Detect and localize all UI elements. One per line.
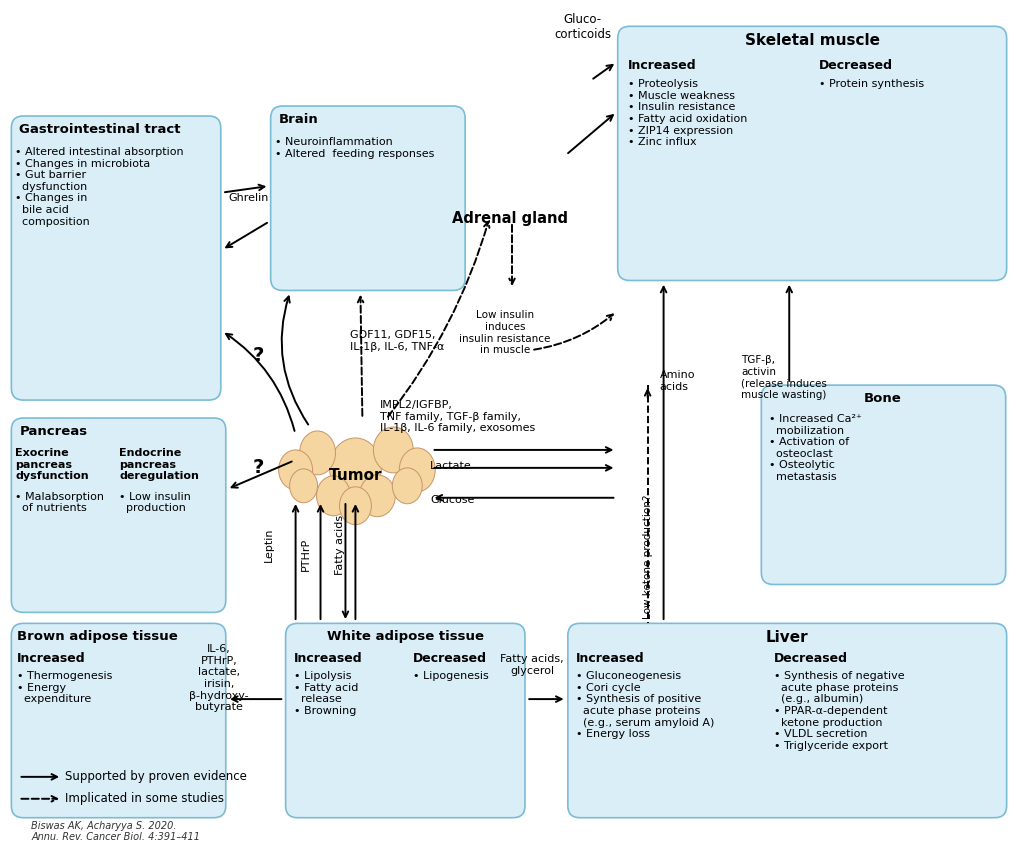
Text: • Synthesis of negative
  acute phase proteins
  (e.g., albumin)
• PPAR-α-depend: • Synthesis of negative acute phase prot… [774, 671, 905, 751]
Ellipse shape [316, 475, 350, 515]
Text: Increased: Increased [294, 653, 362, 665]
Text: Fatty acids: Fatty acids [336, 515, 345, 575]
FancyBboxPatch shape [617, 26, 1007, 280]
Text: Increased: Increased [628, 59, 696, 72]
Text: Implicated in some studies: Implicated in some studies [66, 792, 224, 805]
Text: Increased: Increased [17, 653, 86, 665]
Text: • Lipolysis
• Fatty acid
  release
• Browning: • Lipolysis • Fatty acid release • Brown… [294, 671, 358, 716]
Text: White adipose tissue: White adipose tissue [327, 630, 483, 643]
Text: Endocrine
pancreas
deregulation: Endocrine pancreas deregulation [119, 448, 199, 481]
Text: • Proteolysis
• Muscle weakness
• Insulin resistance
• Fatty acid oxidation
• ZI: • Proteolysis • Muscle weakness • Insuli… [628, 79, 748, 147]
Text: IMPL2/IGFBP,
TNF family, TGF-β family,
IL-1β, IL-6 family, exosomes: IMPL2/IGFBP, TNF family, TGF-β family, I… [380, 400, 536, 434]
Text: Amino
acids: Amino acids [659, 370, 695, 392]
Text: Glucose: Glucose [430, 495, 474, 504]
Text: Bone: Bone [864, 392, 902, 405]
Ellipse shape [290, 469, 317, 503]
Text: • Neuroinflammation
• Altered  feeding responses: • Neuroinflammation • Altered feeding re… [274, 137, 434, 158]
Text: • Malabsorption
  of nutrients: • Malabsorption of nutrients [15, 492, 104, 514]
Text: ?: ? [253, 458, 264, 477]
Text: Adrenal gland: Adrenal gland [452, 210, 568, 226]
FancyBboxPatch shape [11, 116, 221, 400]
Text: • Gluconeogenesis
• Cori cycle
• Synthesis of positive
  acute phase proteins
  : • Gluconeogenesis • Cori cycle • Synthes… [575, 671, 714, 740]
Text: • Protein synthesis: • Protein synthesis [819, 79, 925, 89]
Text: Exocrine
pancreas
dysfunction: Exocrine pancreas dysfunction [15, 448, 89, 481]
Text: Lactate: Lactate [430, 461, 472, 471]
Text: Biswas AK, Acharyya S. 2020.
Annu. Rev. Cancer Biol. 4:391–411: Biswas AK, Acharyya S. 2020. Annu. Rev. … [32, 820, 201, 843]
Text: • Low insulin
  production: • Low insulin production [119, 492, 190, 514]
Ellipse shape [399, 448, 435, 492]
Text: Low insulin
induces
insulin resistance
in muscle: Low insulin induces insulin resistance i… [460, 310, 551, 355]
Text: • Altered intestinal absorption
• Changes in microbiota
• Gut barrier
  dysfunct: • Altered intestinal absorption • Change… [15, 147, 184, 227]
Ellipse shape [359, 475, 395, 516]
FancyBboxPatch shape [270, 106, 465, 291]
FancyBboxPatch shape [11, 624, 225, 818]
FancyBboxPatch shape [761, 385, 1006, 584]
Text: Gluco-
corticoids: Gluco- corticoids [554, 14, 611, 42]
Ellipse shape [340, 486, 372, 525]
Text: Increased: Increased [575, 653, 644, 665]
Text: Decreased: Decreased [774, 653, 848, 665]
Text: Low ketone production?: Low ketone production? [643, 495, 652, 619]
Ellipse shape [279, 450, 312, 490]
Text: Ghrelin: Ghrelin [228, 193, 269, 203]
Text: Brown adipose tissue: Brown adipose tissue [17, 630, 178, 643]
Text: Gastrointestinal tract: Gastrointestinal tract [19, 123, 181, 136]
Text: • Lipogenesis: • Lipogenesis [414, 671, 489, 682]
Text: Brain: Brain [279, 113, 318, 126]
Text: Pancreas: Pancreas [19, 425, 87, 438]
Text: Skeletal muscle: Skeletal muscle [744, 33, 880, 49]
Text: Leptin: Leptin [263, 527, 273, 561]
Text: Supported by proven evidence: Supported by proven evidence [66, 770, 247, 783]
Text: • Increased Ca²⁺
  mobilization
• Activation of
  osteoclast
• Osteolytic
  meta: • Increased Ca²⁺ mobilization • Activati… [769, 414, 862, 482]
FancyBboxPatch shape [286, 624, 525, 818]
Text: • Thermogenesis
• Energy
  expenditure: • Thermogenesis • Energy expenditure [17, 671, 113, 705]
Text: GDF11, GDF15,
IL-1β, IL-6, TNF-α: GDF11, GDF15, IL-1β, IL-6, TNF-α [350, 331, 444, 352]
FancyBboxPatch shape [11, 418, 225, 613]
Text: Decreased: Decreased [819, 59, 893, 72]
FancyBboxPatch shape [568, 624, 1007, 818]
Text: Fatty acids,
glycerol: Fatty acids, glycerol [500, 654, 564, 676]
Text: TGF-β,
activin
(release induces
muscle wasting): TGF-β, activin (release induces muscle w… [741, 355, 827, 400]
Text: Decreased: Decreased [414, 653, 487, 665]
Ellipse shape [330, 438, 381, 498]
Ellipse shape [374, 427, 414, 473]
Text: IL-6,
PTHrP,
lactate,
irisin,
β-hydroxy-
butyrate: IL-6, PTHrP, lactate, irisin, β-hydroxy-… [189, 644, 249, 712]
Ellipse shape [300, 431, 336, 475]
Text: ?: ? [253, 346, 264, 365]
Text: PTHrP: PTHrP [301, 538, 310, 571]
Text: Tumor: Tumor [329, 469, 382, 483]
Text: Liver: Liver [766, 630, 809, 645]
Ellipse shape [392, 468, 422, 504]
